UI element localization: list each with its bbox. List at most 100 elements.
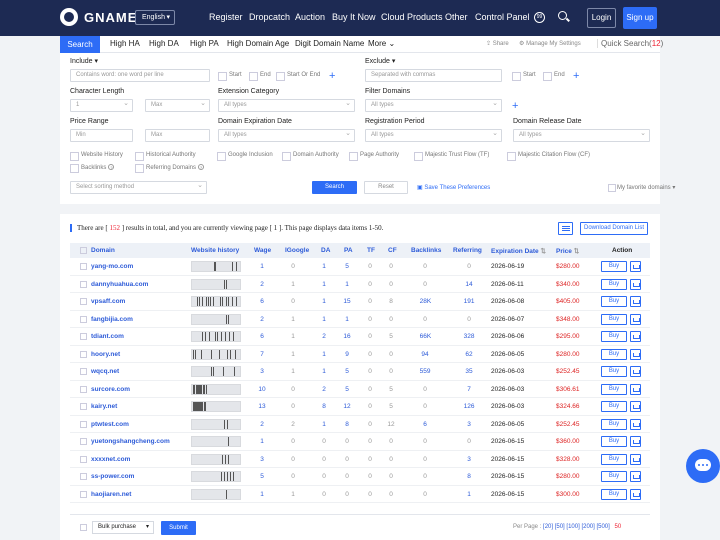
domain-authority-checkbox[interactable]: Domain Authority — [282, 152, 339, 161]
add-to-cart-icon[interactable] — [630, 488, 641, 500]
notification-icon[interactable]: 99 — [534, 12, 545, 23]
add-to-cart-icon[interactable] — [630, 453, 641, 465]
col-referring[interactable]: Referring — [453, 247, 482, 254]
add-filter-domain-icon[interactable]: + — [512, 100, 519, 112]
reset-button[interactable]: Reset — [364, 181, 408, 194]
price-max-input[interactable]: Max — [145, 129, 210, 142]
buy-button[interactable]: Buy — [601, 296, 627, 307]
extension-category-select[interactable]: All types — [218, 98, 355, 112]
search-icon[interactable] — [558, 11, 567, 20]
domain-link[interactable]: vpsaff.com — [91, 298, 126, 305]
add-to-cart-icon[interactable] — [630, 401, 641, 412]
brand-logo[interactable]: GNAME — [60, 8, 137, 26]
add-include-icon[interactable]: + — [329, 70, 336, 82]
buy-button[interactable]: Buy — [601, 278, 627, 290]
char-length-max[interactable]: Max — [145, 98, 210, 112]
add-to-cart-icon[interactable] — [630, 436, 641, 447]
col-expiration-date[interactable]: Expiration Date ⇅ — [491, 248, 546, 255]
save-preferences-link[interactable]: ▣ Save These Preferences — [417, 185, 491, 191]
release-date-select[interactable]: All types — [513, 128, 650, 142]
referring-domains-checkbox[interactable]: Referring Domains? — [135, 164, 205, 173]
exclude-end-checkbox[interactable]: End — [543, 72, 565, 81]
tab-high-domain-age[interactable]: High Domain Age — [227, 39, 290, 48]
filter-domains-select[interactable]: All types — [365, 98, 502, 112]
row-checkbox[interactable] — [80, 280, 87, 288]
quick-search-link[interactable]: Quick Search(12) — [597, 39, 663, 48]
per-page-50[interactable]: [50] — [554, 524, 565, 530]
include-end-checkbox[interactable]: End — [249, 72, 271, 81]
domain-link[interactable]: surcore.com — [91, 385, 131, 393]
download-list-button[interactable]: Download Domain List — [580, 222, 648, 235]
nav-auction[interactable]: Auction — [295, 12, 326, 22]
buy-button[interactable]: Buy — [601, 331, 627, 342]
include-start-or-end-checkbox[interactable]: Start Or End — [276, 72, 320, 81]
nav-control-panel[interactable]: Control Panel — [475, 12, 530, 22]
trust-flow-checkbox[interactable]: Majestic Trust Flow (TF) — [414, 152, 489, 161]
col-website-history[interactable]: Website history — [191, 247, 240, 254]
col-pa[interactable]: PA — [344, 247, 353, 254]
domain-link[interactable]: ss-power.com — [91, 473, 135, 480]
per-page-20[interactable]: [20] — [543, 524, 554, 530]
col-cf[interactable]: CF — [388, 247, 397, 254]
buy-button[interactable]: Buy — [601, 383, 627, 395]
col-price[interactable]: Price ⇅ — [556, 248, 580, 255]
col-tf[interactable]: TF — [367, 247, 375, 254]
buy-button[interactable]: Buy — [601, 366, 627, 377]
footer-select-all-checkbox[interactable] — [80, 524, 87, 531]
buy-button[interactable]: Buy — [601, 488, 627, 500]
domain-link[interactable]: xxxxnet.com — [91, 455, 131, 463]
website-history-checkbox[interactable]: Website History — [70, 152, 123, 161]
add-to-cart-icon[interactable] — [630, 418, 641, 430]
buy-button[interactable]: Buy — [601, 436, 627, 447]
tab-high-ha[interactable]: High HA — [110, 39, 140, 48]
row-checkbox[interactable] — [80, 350, 87, 358]
registration-period-select[interactable]: All types — [365, 128, 502, 142]
submit-button[interactable]: Submit — [161, 521, 196, 535]
list-view-icon[interactable] — [558, 222, 573, 235]
col-wage[interactable]: Wage — [254, 247, 272, 254]
live-chat-button[interactable] — [686, 449, 720, 483]
language-select[interactable]: English — [135, 10, 175, 25]
row-checkbox[interactable] — [80, 385, 87, 393]
add-to-cart-icon[interactable] — [630, 471, 641, 482]
domain-link[interactable]: tdiant.com — [91, 333, 124, 340]
col-da[interactable]: DA — [321, 247, 331, 254]
tab-high-da[interactable]: High DA — [149, 39, 179, 48]
domain-link[interactable]: kairy.net — [91, 403, 118, 410]
tab-digit-domain[interactable]: Digit Domain Name — [295, 39, 365, 48]
col-domain[interactable]: Domain — [91, 247, 115, 254]
login-button[interactable]: Login — [587, 8, 616, 28]
share-link[interactable]: ⇪ Share — [486, 41, 509, 47]
add-to-cart-icon[interactable] — [630, 296, 641, 307]
sort-method-select[interactable]: Select sorting method — [70, 180, 207, 194]
buy-button[interactable]: Buy — [601, 348, 627, 360]
domain-link[interactable]: yang-mo.com — [91, 263, 134, 270]
add-to-cart-icon[interactable] — [630, 348, 641, 360]
select-all-checkbox[interactable] — [80, 247, 87, 254]
tab-more[interactable]: More ⌄ — [368, 39, 396, 48]
row-checkbox[interactable] — [80, 420, 87, 428]
price-min-input[interactable]: Min — [70, 129, 133, 142]
backlinks-checkbox[interactable]: Backlinks? — [70, 164, 115, 173]
domain-link[interactable]: haojiaren.net — [91, 490, 132, 498]
include-start-checkbox[interactable]: Start — [218, 72, 242, 81]
domain-link[interactable]: wqcq.net — [91, 368, 120, 375]
bulk-action-select[interactable]: Bulk purchase — [92, 521, 154, 534]
row-checkbox[interactable] — [80, 403, 87, 410]
col-igoogle[interactable]: IGoogle — [285, 247, 310, 254]
per-page-200[interactable]: [200] — [581, 524, 595, 530]
add-to-cart-icon[interactable] — [630, 313, 641, 325]
char-length-min[interactable]: 1 — [70, 98, 133, 112]
buy-button[interactable]: Buy — [601, 418, 627, 430]
citation-flow-checkbox[interactable]: Majestic Citation Flow (CF) — [507, 152, 590, 161]
add-to-cart-icon[interactable] — [630, 383, 641, 395]
add-exclude-icon[interactable]: + — [573, 70, 580, 82]
row-checkbox[interactable] — [80, 473, 87, 480]
nav-cloud-products[interactable]: Cloud Products — [381, 12, 443, 22]
favorite-domains-checkbox[interactable]: My favorite domains ▾ — [608, 184, 675, 192]
row-checkbox[interactable] — [80, 298, 87, 305]
exclude-start-checkbox[interactable]: Start — [512, 72, 536, 81]
nav-dropcatch[interactable]: Dropcatch — [249, 12, 291, 22]
row-checkbox[interactable] — [80, 490, 87, 498]
buy-button[interactable]: Buy — [601, 453, 627, 465]
